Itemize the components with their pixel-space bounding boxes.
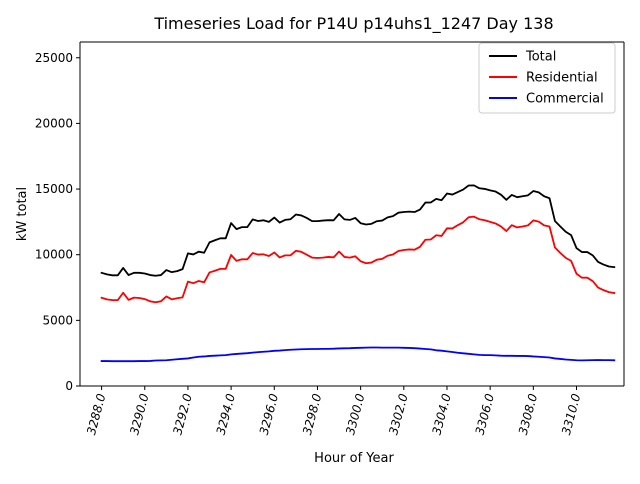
- series-layer: [100, 184, 616, 363]
- legend-label-commercial: Commercial: [526, 92, 604, 107]
- legend: Total Residential Commercial: [478, 42, 616, 114]
- y-tick-label: 10000: [35, 248, 73, 262]
- series-line-total: [100, 184, 616, 277]
- series-line-residential: [100, 215, 616, 304]
- y-axis-ticks: 0 5000 10000 15000 20000 25000: [35, 51, 80, 393]
- y-tick-label: 5000: [42, 313, 73, 327]
- y-axis-label: kW total: [15, 187, 30, 241]
- chart-title: Timeseries Load for P14U p14uhs1_1247 Da…: [153, 14, 553, 34]
- y-tick-label: 15000: [35, 182, 73, 196]
- x-axis-label: Hour of Year: [314, 451, 394, 466]
- legend-label-residential: Residential: [526, 71, 598, 86]
- legend-items: Total Residential Commercial: [489, 50, 604, 107]
- series-line-commercial: [100, 346, 616, 363]
- y-tick-label: 25000: [35, 51, 73, 65]
- y-tick-label: 0: [65, 379, 73, 393]
- legend-label-total: Total: [525, 50, 556, 65]
- y-tick-label: 20000: [35, 116, 73, 130]
- legend-box: [478, 42, 616, 114]
